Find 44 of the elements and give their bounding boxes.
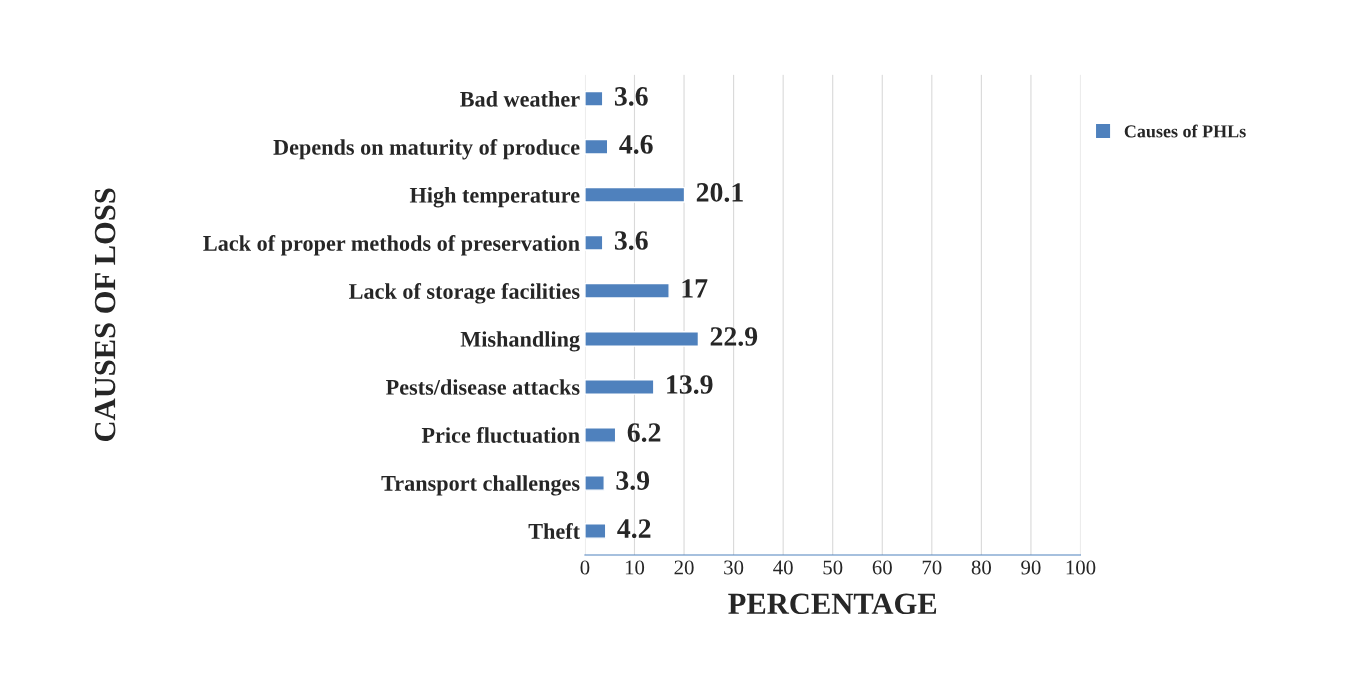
y-tick-label: Bad weather — [460, 91, 580, 107]
x-tick-label: 70 — [922, 560, 942, 575]
bar — [584, 282, 670, 299]
data-label: 6.2 — [627, 423, 661, 442]
legend-label: Causes of PHLs — [1124, 124, 1246, 138]
bar — [584, 186, 686, 203]
y-tick-label: Theft — [528, 523, 580, 539]
data-label: 3.6 — [614, 87, 648, 106]
y-tick-label: Transport challenges — [381, 475, 580, 496]
y-tick-label: Lack of storage facilities — [349, 283, 580, 304]
y-tick-label: Pests/disease attacks — [386, 379, 580, 395]
y-tick-label: Depends on maturity of produce — [273, 138, 580, 160]
y-tick-label: Mishandling — [460, 331, 580, 352]
x-tick-label: 90 — [1021, 560, 1041, 575]
x-tick-label: 60 — [872, 560, 892, 575]
data-label: 3.9 — [616, 471, 650, 491]
data-label: 20.1 — [696, 183, 743, 202]
data-label: 3.6 — [614, 231, 648, 250]
x-axis-title: PERCENTAGE — [728, 593, 937, 615]
data-label: 17 — [682, 279, 708, 298]
x-tick-label: 10 — [625, 560, 645, 575]
bar — [584, 138, 609, 155]
bar — [584, 379, 655, 395]
bar — [584, 90, 604, 107]
y-tick-label: Price fluctuation — [421, 426, 580, 443]
x-tick-label: 20 — [674, 560, 694, 575]
bar — [584, 427, 617, 443]
data-label: 13.9 — [667, 375, 713, 394]
bar — [584, 475, 605, 491]
data-label: 4.6 — [619, 135, 653, 154]
x-tick-label: 80 — [971, 560, 991, 575]
x-tick-label: 100 — [1066, 560, 1096, 575]
x-tick-label: 40 — [773, 560, 793, 575]
y-axis-title: CAUSES OF LOSS — [94, 188, 116, 442]
y-tick-label: High temperature — [409, 187, 580, 208]
x-tick-label: 0 — [580, 560, 590, 575]
x-tick-label: 50 — [823, 560, 843, 575]
data-label: 4.2 — [617, 519, 651, 539]
x-tick-label: 30 — [724, 560, 744, 575]
bar — [584, 330, 700, 347]
bar — [584, 523, 607, 539]
data-label: 22.9 — [710, 327, 758, 346]
y-tick-label: Lack of proper methods of preservation — [203, 235, 580, 256]
bar — [584, 234, 604, 251]
